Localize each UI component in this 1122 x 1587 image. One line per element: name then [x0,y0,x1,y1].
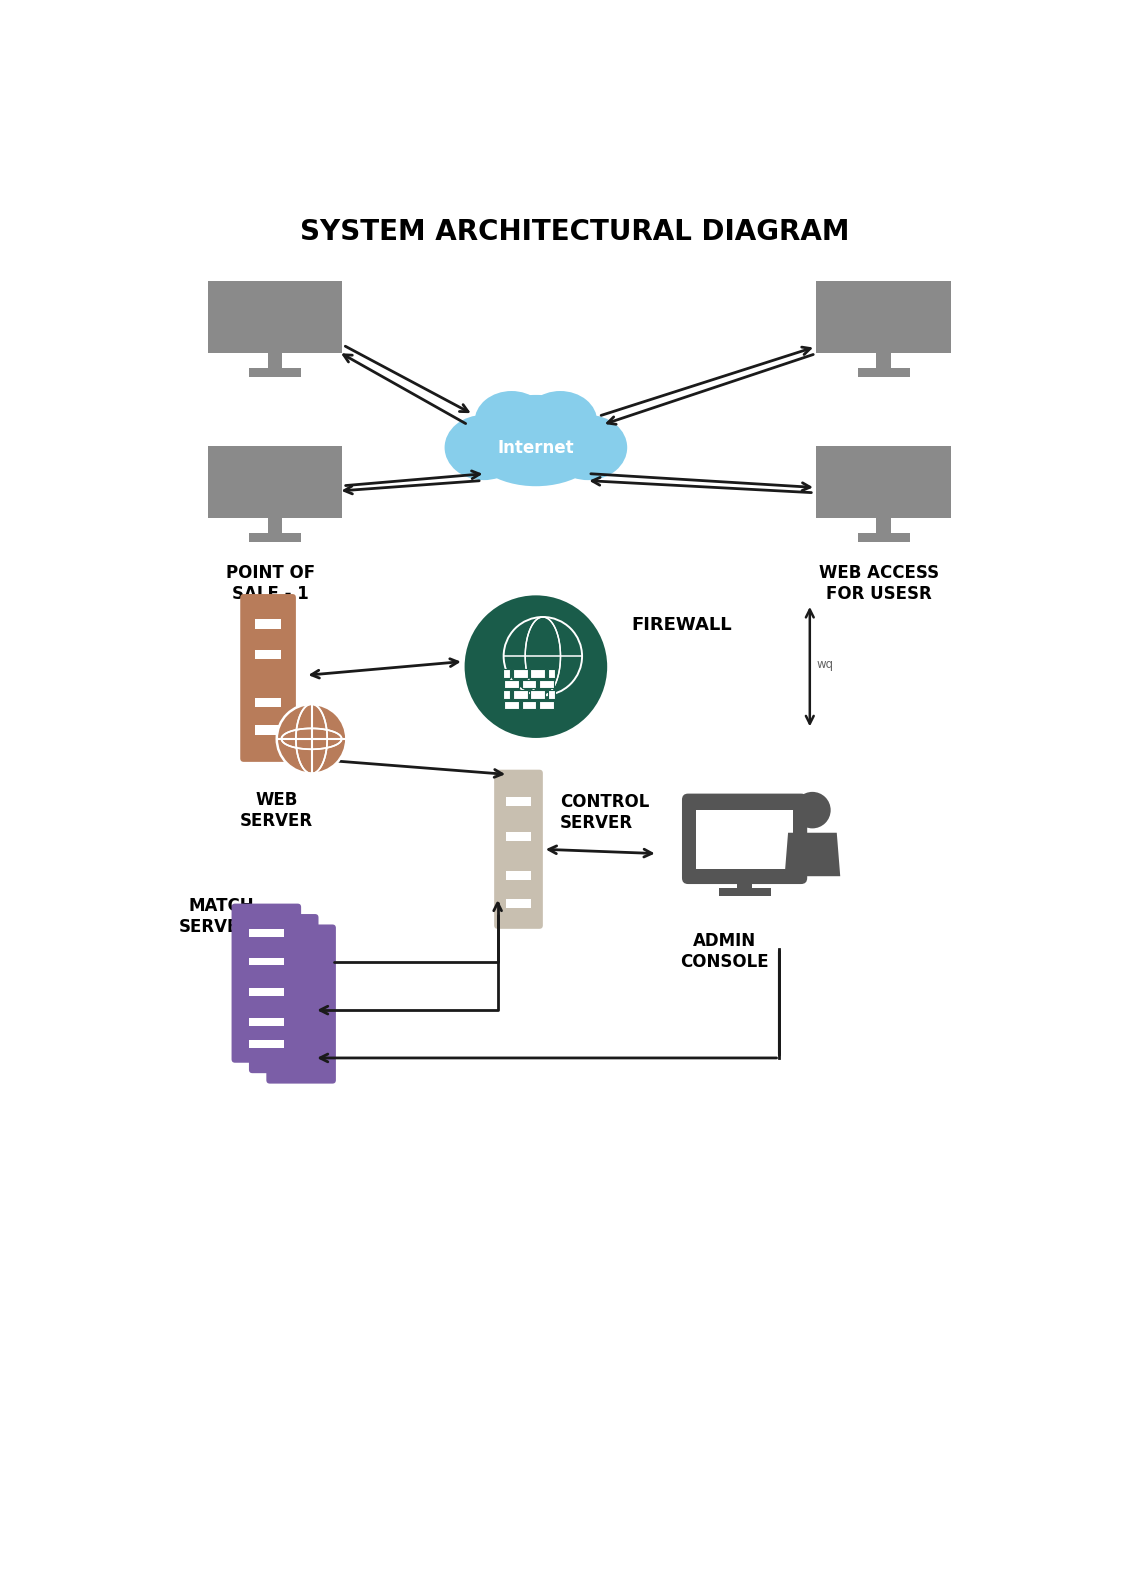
Bar [249,989,284,995]
Text: wq: wq [817,659,834,671]
Ellipse shape [549,414,627,481]
Text: WEB ACCESS
FOR USESR: WEB ACCESS FOR USESR [819,563,939,603]
Text: WEB
SERVER: WEB SERVER [240,790,313,830]
Bar [208,281,342,352]
Text: ADMIN
CONSOLE: ADMIN CONSOLE [680,932,769,971]
Bar [249,928,284,936]
Circle shape [794,792,830,828]
FancyBboxPatch shape [249,914,319,1073]
Text: CONTROL
SERVER: CONTROL SERVER [560,794,650,832]
Bar [522,701,536,709]
Bar [876,519,891,533]
Ellipse shape [523,390,597,452]
Bar [255,649,282,659]
Bar [548,690,555,698]
Bar [255,698,282,708]
Circle shape [277,705,347,773]
Bar [506,797,531,806]
Bar [504,679,519,689]
Bar [267,1028,301,1036]
Ellipse shape [488,430,583,482]
Bar [268,352,283,368]
FancyBboxPatch shape [682,794,807,884]
Bar [284,979,319,986]
Bar [737,876,753,889]
Bar [503,670,511,678]
Bar [249,368,301,376]
Bar [249,533,301,541]
Bar [503,690,511,698]
Bar [284,1062,319,1068]
Bar [522,679,536,689]
FancyBboxPatch shape [240,594,296,762]
Bar [506,871,531,879]
Bar [817,281,951,352]
Bar [531,670,545,678]
Ellipse shape [444,414,523,481]
Bar [506,832,531,841]
FancyBboxPatch shape [266,925,335,1084]
Bar [268,519,283,533]
FancyBboxPatch shape [231,903,301,1063]
Bar [531,690,545,698]
Bar [817,446,951,519]
Bar [267,1051,301,1059]
Text: MATCH
SERVERS: MATCH SERVERS [178,897,264,936]
Bar [504,701,519,709]
Bar [857,533,910,541]
Text: POINT OF
SALE - 1: POINT OF SALE - 1 [227,563,315,603]
Bar [255,619,282,628]
Bar [718,889,771,897]
Bar [539,679,554,689]
Text: SYSTEM ARCHITECTURAL DIAGRAM: SYSTEM ARCHITECTURAL DIAGRAM [301,217,849,246]
Bar [249,957,284,965]
Bar [513,670,527,678]
Circle shape [465,595,607,738]
Bar [267,940,301,947]
Bar [255,725,282,735]
Bar [284,1009,319,1017]
Bar [267,968,301,976]
Bar [857,368,910,376]
Ellipse shape [475,390,549,452]
Bar [284,1039,319,1047]
Bar [284,949,319,957]
FancyBboxPatch shape [494,770,543,928]
Bar [267,998,301,1006]
Bar [876,352,891,368]
Bar [548,670,555,678]
Bar [208,446,342,519]
Bar [539,701,554,709]
Bar [506,898,531,908]
Polygon shape [784,833,840,876]
Text: Internet: Internet [497,438,574,457]
Ellipse shape [467,395,606,486]
Bar [249,1039,284,1047]
Bar [513,690,527,698]
Bar [696,809,793,870]
Text: FIREWALL: FIREWALL [632,616,733,633]
Bar [249,1019,284,1027]
